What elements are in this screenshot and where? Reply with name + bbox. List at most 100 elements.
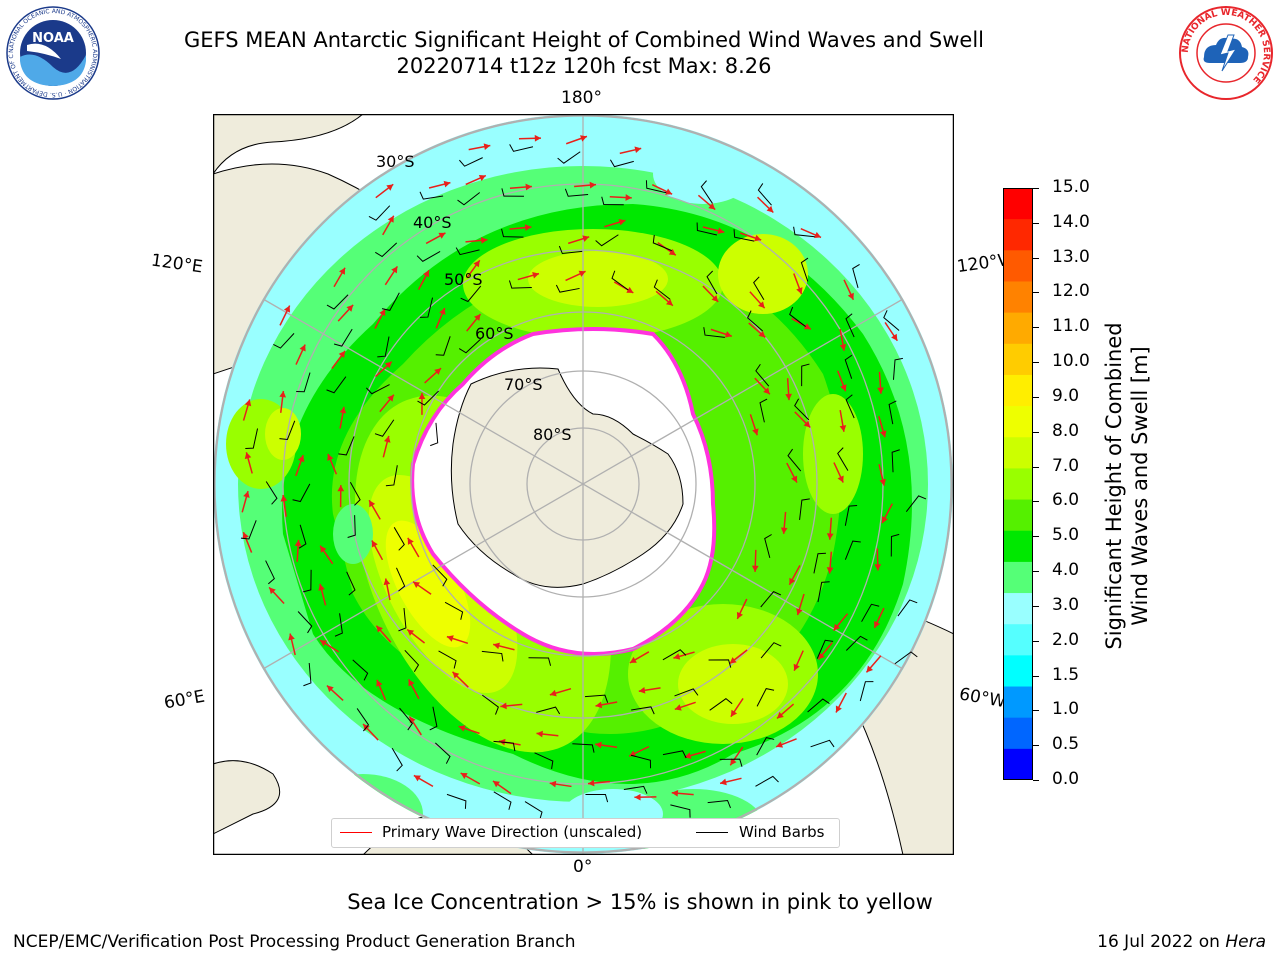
colorbar-label-line2: Wind Waves and Swell [m] xyxy=(1128,346,1152,626)
wave-arrow-head xyxy=(269,587,276,595)
wave-arrow-head xyxy=(665,188,673,195)
colorbar-tick-label: 10.0 xyxy=(1052,351,1090,372)
wave-arrow-head xyxy=(634,793,641,801)
footer-date: 16 Jul 2022 on Hera xyxy=(1097,932,1266,952)
wind-barb xyxy=(645,180,667,194)
colorbar-tick-label: 2.0 xyxy=(1052,629,1080,650)
wave-arrow-head xyxy=(320,545,327,553)
wind-barb xyxy=(432,564,448,587)
barb-legend-swatch xyxy=(696,832,728,833)
antarctica xyxy=(450,367,684,588)
wave-arrow-head xyxy=(376,625,383,633)
wind-barb xyxy=(292,483,311,503)
wind-barb xyxy=(807,698,830,713)
wave-legend-swatch xyxy=(340,832,372,833)
wind-barb xyxy=(813,552,826,574)
colorbar-tick-mark xyxy=(1033,362,1039,364)
wind-barb xyxy=(883,310,900,331)
wind-barb xyxy=(333,328,353,347)
wave-arrow-head xyxy=(478,174,486,182)
wave-arrow-head xyxy=(780,527,788,534)
wind-barb xyxy=(905,495,927,512)
wind-barb xyxy=(759,398,768,423)
colorbar-tick-label: 7.0 xyxy=(1052,455,1080,476)
wind-barb xyxy=(789,306,806,327)
colorbar-label-line1: Significant Height of Combined xyxy=(1102,322,1126,650)
wave-arrow-head xyxy=(327,453,334,461)
wind-barb xyxy=(861,603,880,622)
wave-arrow-head xyxy=(452,671,460,679)
wave-arrow-head xyxy=(280,495,288,502)
colorbar-block xyxy=(1003,561,1033,594)
wind-barb xyxy=(670,804,691,818)
wind-barb xyxy=(338,436,355,456)
wind-barbs xyxy=(240,144,927,820)
lon-label-60w: 60°W xyxy=(957,684,1005,712)
wave-arrow-head xyxy=(629,656,637,663)
wave-arrow-head xyxy=(626,286,634,293)
colorbar-block xyxy=(1003,468,1033,501)
wave-arrow-head xyxy=(339,267,346,275)
wave-arrow-head xyxy=(299,344,306,352)
wind-barb xyxy=(755,775,779,787)
wind-barb xyxy=(852,264,860,288)
wind-barb xyxy=(346,571,356,596)
wind-barb xyxy=(564,188,589,197)
wave-arrow-head xyxy=(460,772,468,779)
wave-arrow-head xyxy=(244,452,252,460)
wind-barb xyxy=(298,524,307,549)
wave-arrow-head xyxy=(589,181,597,189)
wind-barb xyxy=(753,276,765,301)
wave-arrow-head xyxy=(796,287,803,295)
wave-arrow-head xyxy=(492,780,500,788)
wave-arrow-head xyxy=(500,702,507,710)
colorbar-tick-mark xyxy=(1033,466,1039,468)
wind-barb xyxy=(845,313,855,338)
colorbar-tick-label: 15.0 xyxy=(1052,177,1090,197)
wind-barb xyxy=(349,482,361,506)
wave-arrow-head xyxy=(629,750,637,757)
wind-barb xyxy=(845,635,868,651)
wave-arrow-head xyxy=(338,350,346,358)
wind-barb xyxy=(368,205,391,221)
wave-arrow-head xyxy=(283,305,290,313)
wave-arrow-head xyxy=(839,425,847,432)
wind-barb xyxy=(787,448,802,472)
svg-text:NOAA: NOAA xyxy=(32,31,74,46)
wind-barb xyxy=(509,144,534,152)
wave-arrow-head xyxy=(578,270,586,277)
colorbar-tick-mark xyxy=(1033,640,1039,642)
colorbar-block xyxy=(1003,686,1033,719)
colorbar-block xyxy=(1003,343,1033,376)
wave-arrow-head xyxy=(791,475,798,483)
wind-barb xyxy=(366,384,390,395)
wave-arrow-head xyxy=(803,420,811,428)
wave-arrow-head xyxy=(833,623,841,631)
colorbar-block xyxy=(1003,593,1033,625)
wave-arrow-head xyxy=(671,789,679,797)
wind-barb xyxy=(419,191,444,200)
wave-arrow-head xyxy=(826,567,834,574)
colorbar-block xyxy=(1003,188,1033,220)
wave-arrow-head xyxy=(879,478,887,486)
wave-arrow-head xyxy=(524,224,532,231)
wind-barb xyxy=(700,180,713,204)
lat-label-70s: 70°S xyxy=(504,375,543,394)
map-legend: Primary Wave Direction (unscaled) Wind B… xyxy=(331,818,840,848)
wind-barb xyxy=(297,611,313,634)
wind-barb xyxy=(755,363,770,387)
wind-barb xyxy=(444,601,464,620)
lat-label-60s: 60°S xyxy=(475,324,514,343)
colorbar-tick-label: 11.0 xyxy=(1052,316,1090,337)
wave-arrow-head xyxy=(837,475,844,483)
footer-host: Hera xyxy=(1225,932,1266,952)
colorbar-tick-label: 0.5 xyxy=(1052,734,1080,755)
colorbar-tick-mark xyxy=(1033,327,1039,329)
wind-barb xyxy=(240,520,257,540)
wind-barb xyxy=(794,398,810,421)
polar-map xyxy=(213,114,954,855)
wind-barb xyxy=(534,752,554,770)
wave-arrow-head xyxy=(730,709,738,717)
lon-label-120e: 120°E xyxy=(149,250,204,278)
wave-arrow-head xyxy=(288,633,295,641)
